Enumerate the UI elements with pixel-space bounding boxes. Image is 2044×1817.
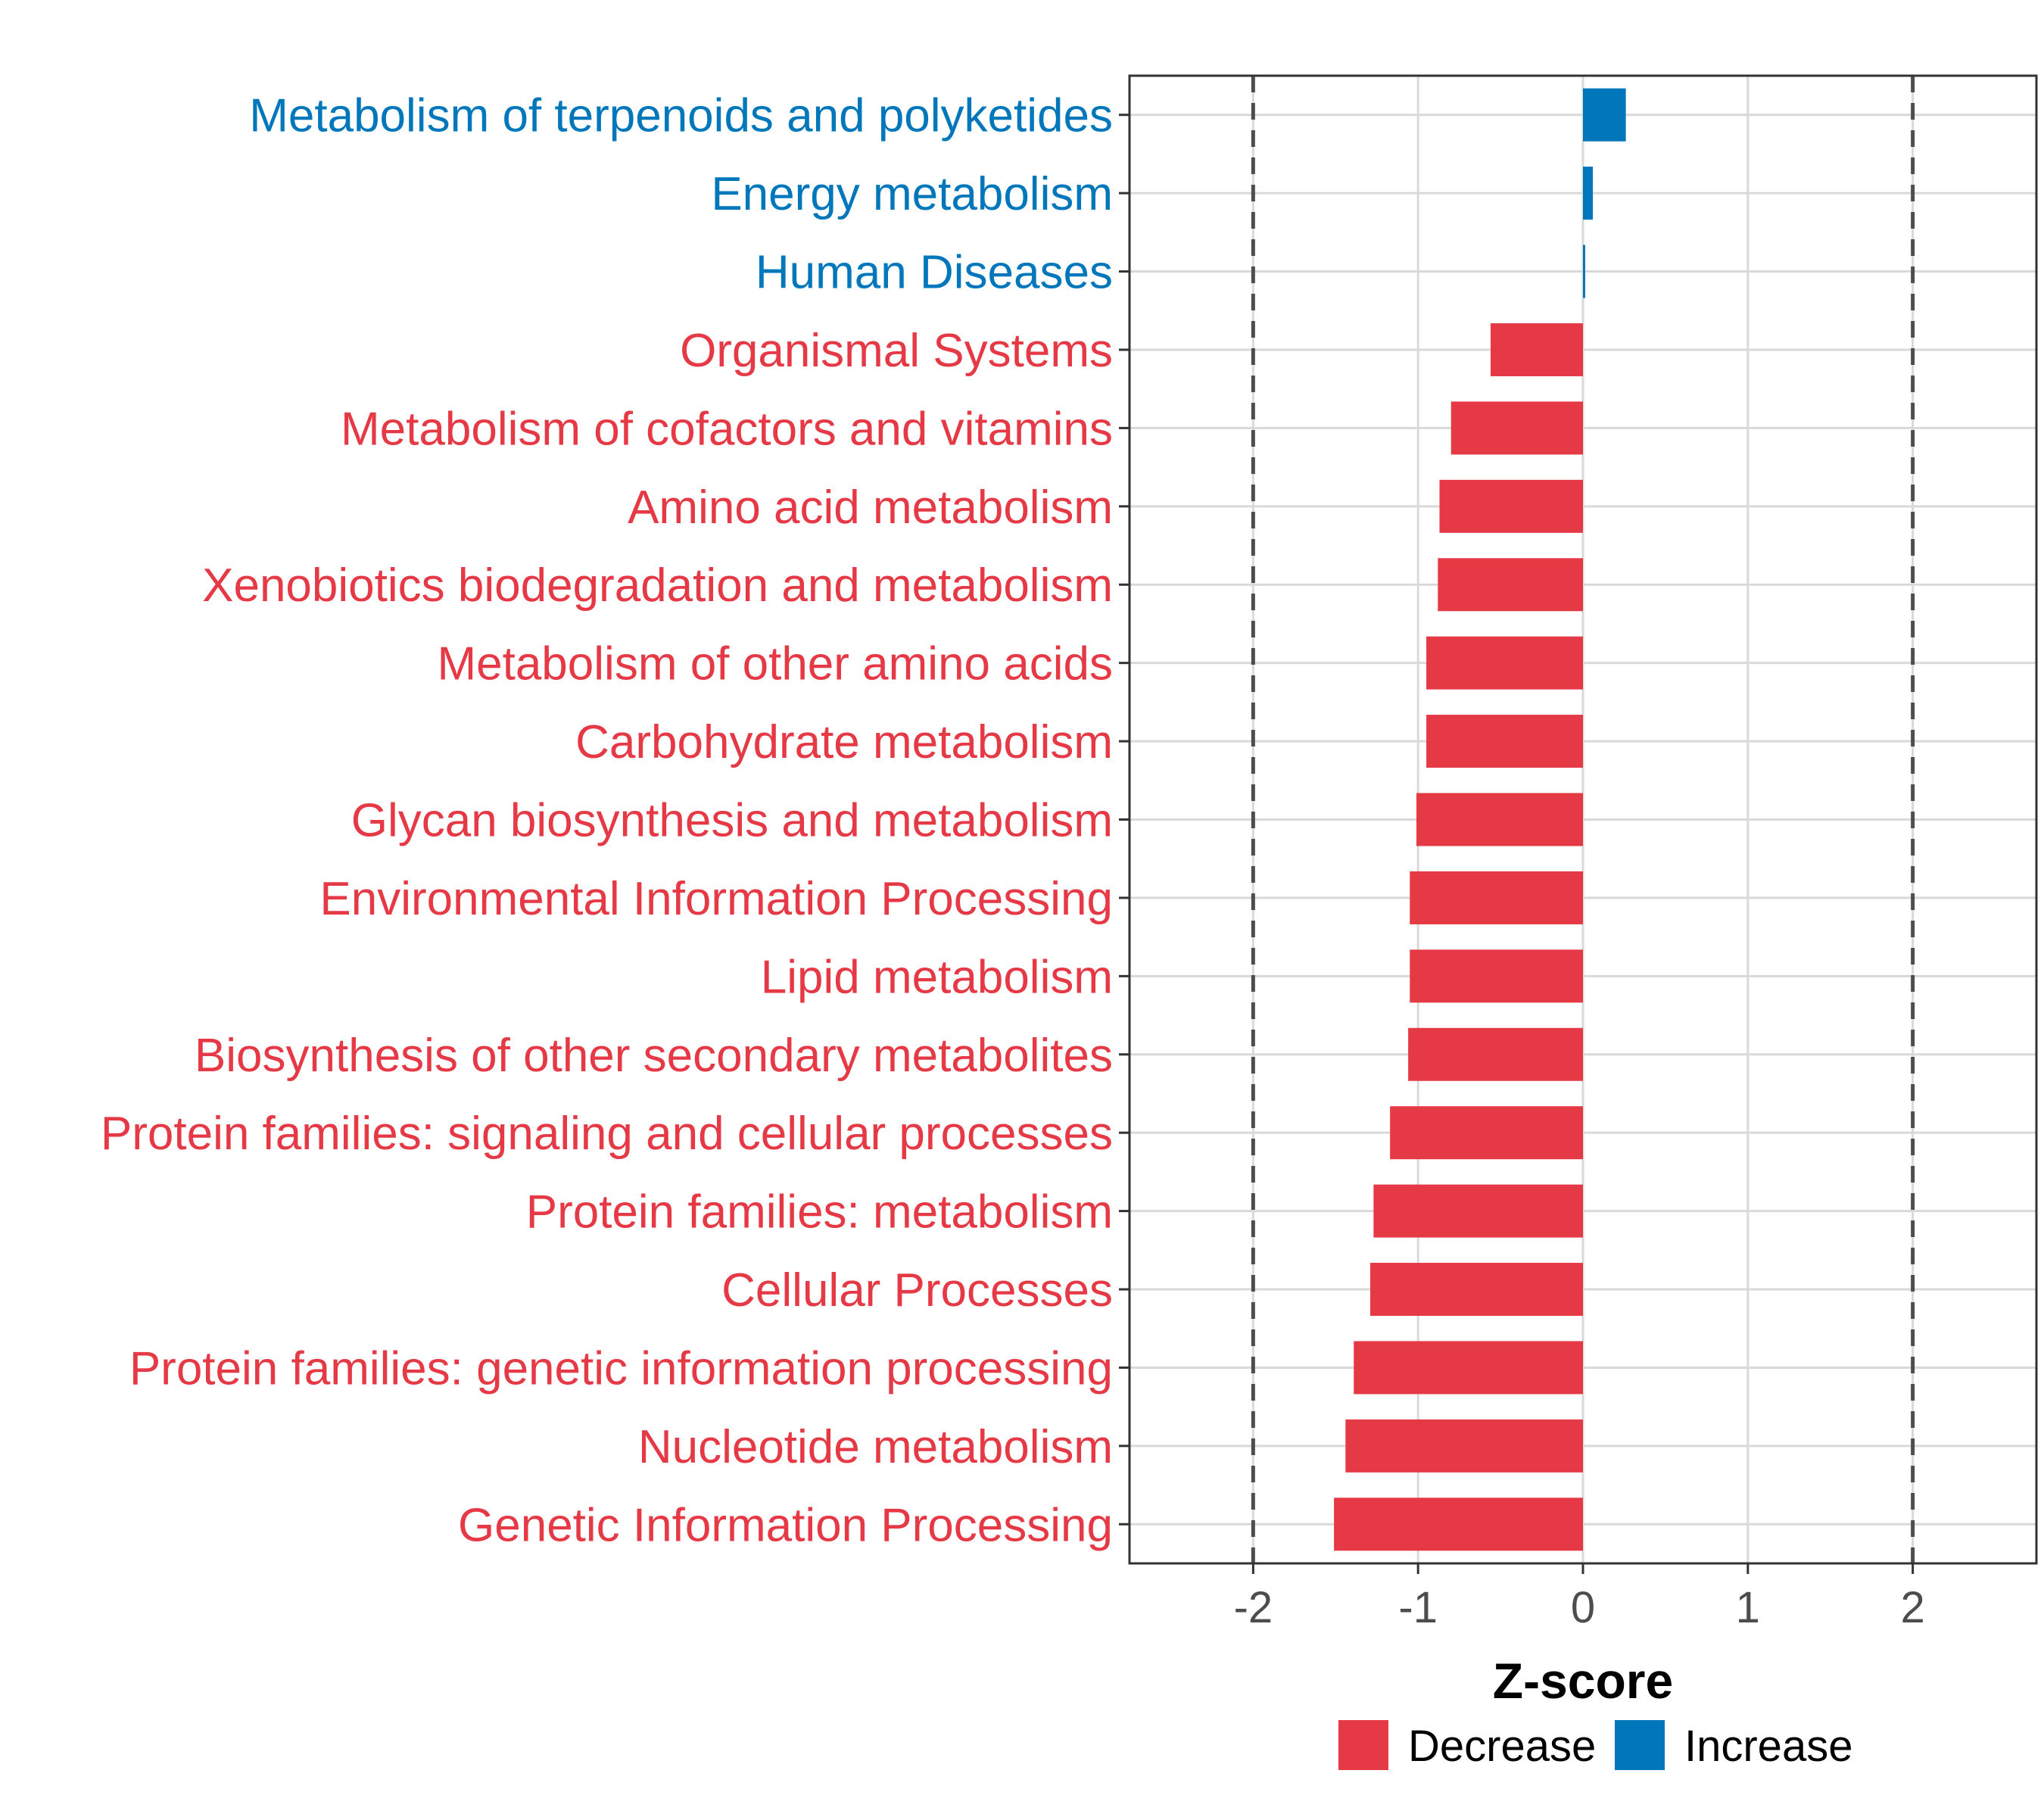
legend-swatch [1615,1720,1665,1770]
y-tick-label: Energy metabolism [711,168,1113,220]
x-tick-label: -2 [1234,1583,1273,1632]
y-tick-label: Protein families: signaling and cellular… [101,1108,1113,1160]
y-tick-label: Protein families: genetic information pr… [129,1342,1113,1395]
bar [1390,1106,1583,1160]
y-tick-label: Metabolism of terpenoids and polyketides [249,90,1113,142]
bar [1345,1419,1583,1473]
y-tick-label: Metabolism of cofactors and vitamins [341,403,1113,455]
bar [1426,715,1583,768]
y-tick-label: Human Diseases [756,247,1113,299]
bar [1370,1263,1583,1317]
x-tick-label: 1 [1736,1583,1760,1632]
bar [1491,323,1583,376]
legend-swatch [1338,1720,1388,1770]
bar [1373,1184,1583,1238]
bar [1408,1027,1583,1081]
y-tick-label: Metabolism of other amino acids [437,638,1113,690]
bars [1334,88,1626,1551]
bar [1426,636,1583,690]
bar [1354,1341,1583,1395]
reference-lines [1251,76,1915,1563]
x-tick-label: 0 [1571,1583,1595,1632]
y-tick-label: Organismal Systems [680,325,1113,377]
bar [1450,401,1583,455]
y-tick-label: Biosynthesis of other secondary metaboli… [195,1030,1113,1082]
y-tick-label: Carbohydrate metabolism [575,716,1113,768]
legend-label: Increase [1684,1722,1852,1771]
bar [1439,479,1583,533]
y-tick-label: Amino acid metabolism [628,482,1113,534]
legend-label: Decrease [1408,1722,1596,1771]
y-tick-label: Glycan biosynthesis and metabolism [351,795,1113,847]
bar [1334,1498,1583,1551]
y-axis: Metabolism of terpenoids and polyketides… [101,90,1129,1551]
x-axis: -2 -1 0 1 2 [1234,1563,1925,1632]
x-tick-label: -1 [1398,1583,1438,1632]
y-tick-label: Protein families: metabolism [526,1186,1113,1239]
bar [1583,88,1626,142]
bar [1416,793,1583,846]
y-tick-label: Xenobiotics biodegradation and metabolis… [202,559,1113,612]
bar [1583,167,1594,220]
legend: Decrease Increase [1338,1720,1852,1771]
x-tick-label: 2 [1901,1583,1925,1632]
y-tick-label: Genetic Information Processing [458,1499,1113,1551]
bar [1410,949,1583,1003]
x-axis-title: Z-score [1493,1653,1673,1709]
bar [1438,558,1583,612]
bar [1583,245,1585,298]
y-tick-label: Cellular Processes [721,1264,1113,1317]
y-tick-label: Nucleotide metabolism [638,1421,1113,1473]
y-tick-label: Lipid metabolism [761,951,1113,1003]
bar [1410,871,1583,924]
y-tick-label: Environmental Information Processing [319,873,1113,925]
